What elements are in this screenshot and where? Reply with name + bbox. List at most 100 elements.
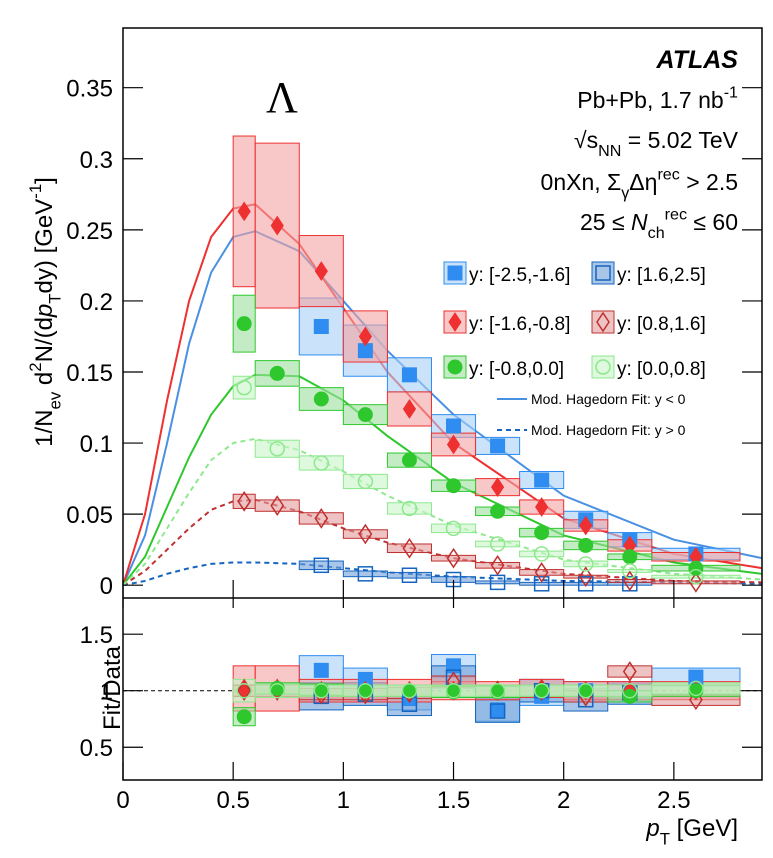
marker (236, 709, 252, 725)
marker (577, 556, 594, 572)
marker (236, 379, 252, 396)
text-piece: T (660, 829, 670, 848)
marker (445, 682, 462, 699)
sys-box (342, 529, 388, 539)
legend-box (591, 310, 615, 334)
fit-curve (123, 437, 762, 586)
y-axis-label: 1/Nev d2N/(dpTdy) [GeV-1] (26, 177, 64, 447)
marker (402, 537, 417, 559)
text-piece: p (645, 815, 659, 842)
text-piece: > 2.5 (680, 169, 738, 195)
legend-box (591, 355, 615, 379)
marker (688, 572, 703, 593)
marker (490, 477, 505, 498)
marker (357, 682, 374, 699)
marker (622, 563, 638, 579)
marker (622, 688, 638, 704)
sys-box (519, 581, 565, 586)
marker (357, 566, 374, 582)
marker (357, 473, 374, 490)
fit-curve (123, 561, 762, 587)
legend-label: y: [0.0,0.8] (617, 359, 706, 380)
marker (535, 497, 549, 517)
marker (577, 682, 594, 699)
marker (401, 452, 417, 468)
marker (446, 547, 461, 569)
annotation: 25 ≤ Nchrec ≤ 60 (580, 206, 738, 242)
x-tick-label: 1 (337, 787, 350, 814)
sys-box (232, 493, 256, 509)
text-piece: p (31, 304, 58, 318)
legend-label: Mod. Hagedorn Fit: y > 0 (531, 422, 686, 438)
y-tick-label: 0.05 (66, 502, 113, 529)
marker (237, 680, 252, 702)
marker (313, 682, 329, 698)
legend-label: y: [1.6,2.5] (617, 265, 706, 286)
frame (122, 27, 763, 781)
marker (313, 319, 329, 335)
marker (578, 566, 593, 588)
marker (358, 523, 373, 545)
legend-label: y: [0.8,1.6] (617, 314, 706, 335)
sys-box (298, 455, 344, 471)
marker (622, 570, 637, 592)
sys-box (519, 550, 565, 558)
sys-box (475, 561, 521, 569)
marker (446, 418, 462, 434)
marker (269, 440, 285, 457)
marker (688, 560, 704, 576)
marker (577, 576, 594, 592)
y-tick-label: 0.35 (66, 76, 113, 103)
marker (489, 682, 506, 699)
marker (490, 684, 506, 700)
x-tick-label: 2 (557, 787, 570, 814)
text-piece: -1 (724, 84, 738, 102)
marker (236, 316, 252, 332)
ratio-panel (123, 654, 762, 727)
marker (358, 326, 372, 347)
text-piece: ] (31, 177, 58, 184)
marker (534, 472, 550, 488)
sys-box (232, 375, 256, 400)
x-tick-label: 2.5 (657, 787, 690, 814)
marker (447, 359, 463, 375)
sys-box (298, 560, 344, 571)
marker (489, 703, 506, 719)
legend-box (591, 261, 615, 285)
marker (622, 661, 637, 682)
text-piece: NN (598, 142, 621, 160)
text-piece: 2 (26, 362, 45, 371)
marker (448, 312, 462, 332)
marker (270, 495, 285, 516)
marker (357, 407, 373, 423)
sys-box (342, 473, 388, 490)
marker (314, 508, 329, 529)
marker (402, 399, 417, 419)
marker (578, 537, 594, 553)
text-piece: N/(d (31, 317, 58, 362)
marker (269, 365, 285, 381)
marker (314, 261, 328, 281)
marker (579, 515, 593, 536)
marker (490, 554, 505, 576)
text-piece: rec (665, 206, 687, 224)
y-tick-label: 0.2 (80, 289, 113, 316)
sys-box (298, 512, 344, 525)
marker (269, 682, 285, 699)
marker (401, 367, 417, 383)
legend-label: y: [-2.5,-1.6] (469, 265, 570, 286)
text-piece: = 5.02 TeV (621, 127, 738, 153)
marker (313, 391, 329, 407)
y-tick-label: 0.1 (80, 431, 113, 458)
marker (445, 520, 462, 537)
marker (490, 702, 506, 718)
x-tick-label: 1.5 (437, 787, 470, 814)
sys-box (519, 569, 565, 576)
marker (688, 568, 704, 585)
marker (595, 265, 611, 281)
marker (401, 682, 418, 699)
text-piece: dy) [GeV (31, 199, 58, 294)
marker (534, 525, 550, 541)
marker (490, 438, 506, 454)
y-tick-label: 0.3 (80, 147, 113, 174)
